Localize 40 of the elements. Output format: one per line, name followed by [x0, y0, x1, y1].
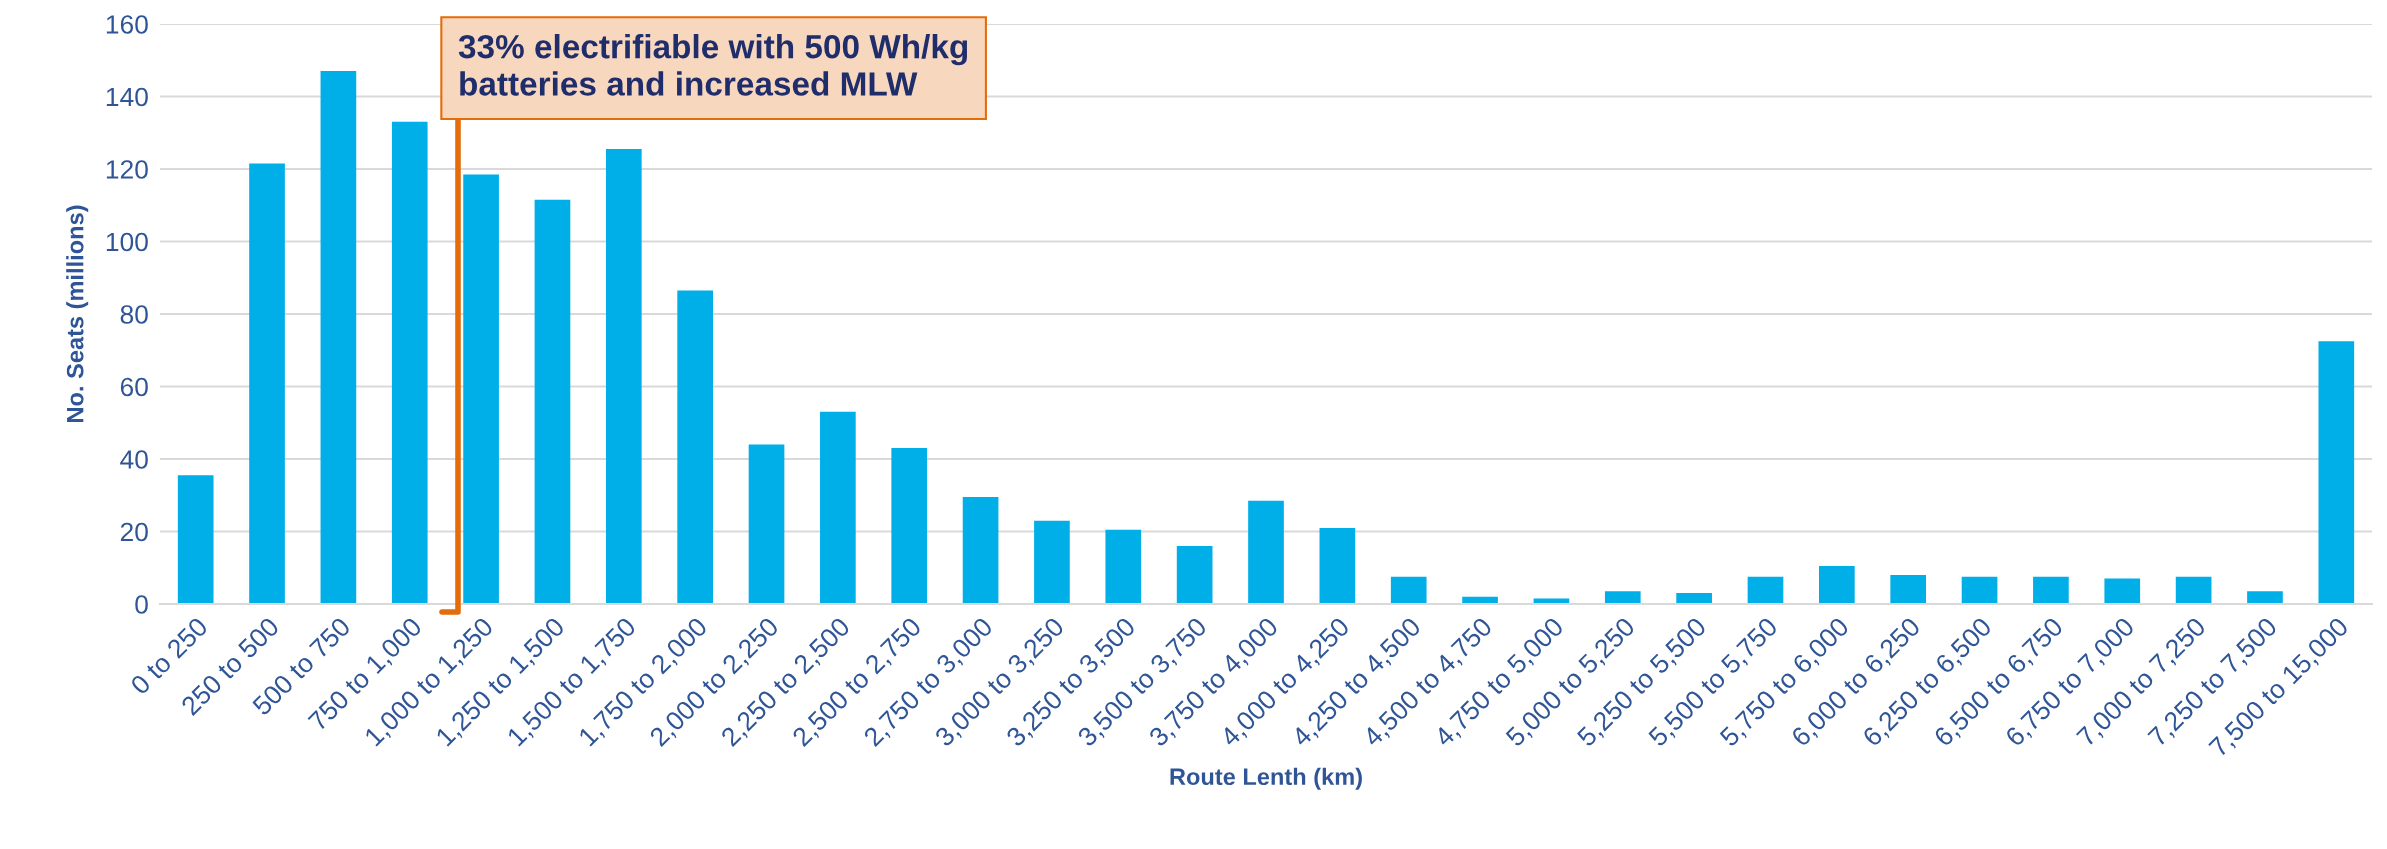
- y-tick-label: 140: [106, 87, 148, 107]
- bar: [1604, 591, 1641, 604]
- bar: [1176, 546, 1213, 604]
- bar: [1819, 565, 1855, 604]
- bar: [1961, 576, 1998, 604]
- bar: [820, 411, 856, 604]
- y-axis-title: No. Seats (millions): [66, 205, 89, 422]
- bar: [1248, 500, 1284, 604]
- bar: [1105, 529, 1142, 604]
- x-axis-title: Route Lenth (km): [1170, 767, 1362, 790]
- bar: [1890, 575, 1927, 604]
- bar: [2033, 576, 2069, 604]
- y-tick-label: 0: [135, 595, 148, 614]
- bar: [1747, 576, 1784, 604]
- y-tick-label: 20: [120, 522, 148, 542]
- bar: [249, 163, 285, 604]
- y-tick-label: 60: [120, 377, 148, 397]
- bar: [605, 149, 642, 604]
- bar: [2104, 578, 2141, 604]
- bar: [1676, 593, 1712, 604]
- bar: [1390, 576, 1427, 604]
- bar: [677, 290, 713, 604]
- bar: [891, 448, 928, 604]
- bar: [320, 71, 357, 604]
- bar: [748, 444, 785, 604]
- bar: [1319, 527, 1356, 604]
- bar: [2175, 576, 2212, 604]
- bar: [2318, 341, 2355, 604]
- bar: [177, 475, 214, 604]
- y-tick-label: 80: [120, 305, 148, 324]
- y-tick-label: 40: [120, 450, 148, 469]
- y-tick-label: 120: [106, 160, 148, 179]
- annotation: 33% electrifiable with 500 Wh/kg batteries and increased MLW: [458, 34, 968, 96]
- bar: [2247, 591, 2283, 604]
- bar: [534, 199, 571, 604]
- y-tick-label: 160: [106, 15, 148, 34]
- y-tick-label: 100: [106, 232, 148, 252]
- bar: [1034, 520, 1070, 604]
- bar: [962, 497, 999, 604]
- bar: [391, 121, 428, 604]
